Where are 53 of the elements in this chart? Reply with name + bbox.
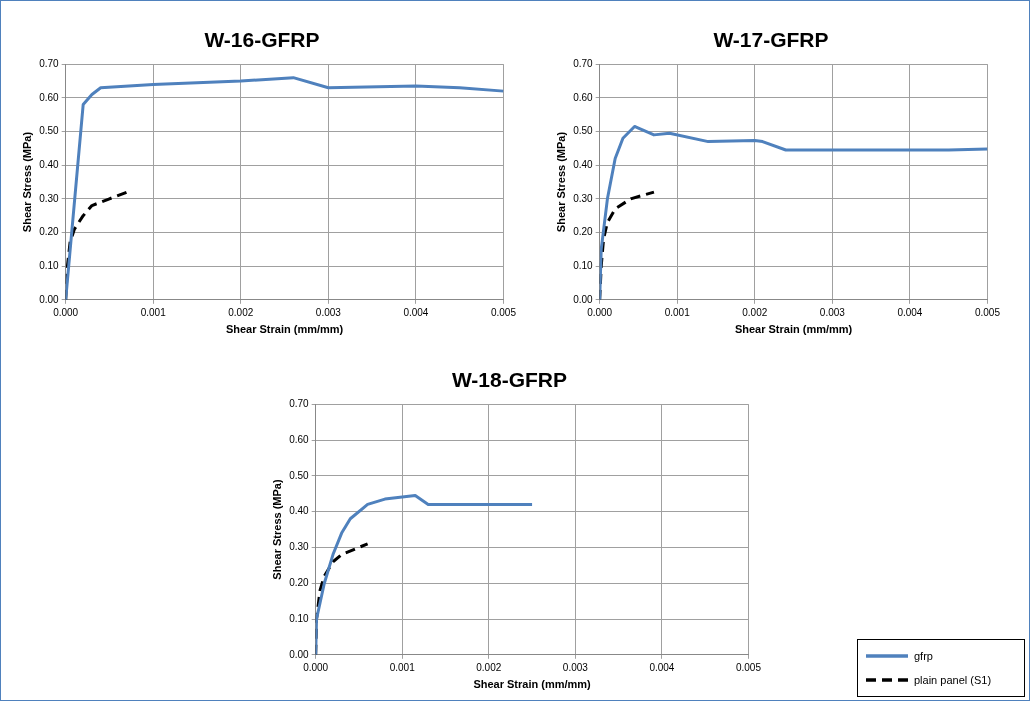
x-tick-label: 0.003 (819, 306, 846, 318)
x-tick-label: 0.002 (476, 661, 502, 673)
y-tick-label: 0.50 (289, 469, 310, 481)
legend-label: plain panel (S1) (914, 674, 992, 686)
y-tick-label: 0.10 (39, 259, 60, 271)
x-tick-label: 0.002 (742, 306, 768, 318)
y-axis-title: Shear Stress (MPa) (554, 131, 567, 233)
y-tick-label: 0.00 (39, 293, 60, 305)
x-tick-label: 0.004 (649, 661, 675, 673)
y-axis-title: Shear Stress (MPa) (20, 131, 33, 233)
x-tick-label: 0.005 (490, 306, 517, 318)
x-tick-label: 0.000 (587, 306, 613, 318)
x-axis-title: Shear Strain (mm/mm) (734, 323, 853, 336)
x-tick-label: 0.005 (735, 661, 762, 673)
x-tick-label: 0.002 (228, 306, 254, 318)
x-tick-label: 0.004 (403, 306, 429, 318)
x-tick-label: 0.005 (974, 306, 1001, 318)
y-tick-label: 0.10 (573, 259, 594, 271)
y-tick-label: 0.40 (289, 505, 310, 517)
legend-label: gfrp (914, 650, 933, 662)
x-tick-label: 0.001 (140, 306, 167, 318)
y-tick-label: 0.50 (573, 125, 594, 137)
x-tick-label: 0.003 (562, 661, 589, 673)
chart-title: W-18-GFRP (451, 368, 568, 392)
y-axis-title: Shear Stress (MPa) (270, 479, 283, 580)
x-tick-label: 0.003 (315, 306, 342, 318)
chart-title: W-17-GFRP (713, 28, 829, 52)
x-axis-title: Shear Strain (mm/mm) (225, 323, 344, 336)
y-tick-label: 0.60 (39, 91, 60, 103)
x-tick-label: 0.001 (389, 661, 416, 673)
y-tick-label: 0.30 (573, 192, 594, 204)
y-tick-label: 0.30 (289, 541, 310, 553)
y-tick-label: 0.70 (39, 57, 60, 69)
x-axis-title: Shear Strain (mm/mm) (473, 678, 592, 691)
y-tick-label: 0.20 (573, 226, 594, 238)
y-tick-label: 0.20 (289, 576, 310, 588)
y-tick-label: 0.10 (289, 612, 310, 624)
y-tick-label: 0.20 (39, 226, 60, 238)
y-tick-label: 0.40 (39, 158, 60, 170)
y-tick-label: 0.00 (289, 648, 310, 660)
x-tick-label: 0.000 (53, 306, 79, 318)
y-tick-label: 0.70 (289, 397, 310, 409)
y-tick-label: 0.50 (39, 125, 60, 137)
x-tick-label: 0.001 (664, 306, 691, 318)
y-tick-label: 0.40 (573, 158, 594, 170)
chart-title: W-16-GFRP (204, 28, 320, 52)
y-tick-label: 0.60 (289, 433, 310, 445)
x-tick-label: 0.000 (303, 661, 329, 673)
y-tick-label: 0.60 (573, 91, 594, 103)
y-tick-label: 0.00 (573, 293, 594, 305)
y-tick-label: 0.30 (39, 192, 60, 204)
x-tick-label: 0.004 (897, 306, 923, 318)
y-tick-label: 0.70 (573, 57, 594, 69)
